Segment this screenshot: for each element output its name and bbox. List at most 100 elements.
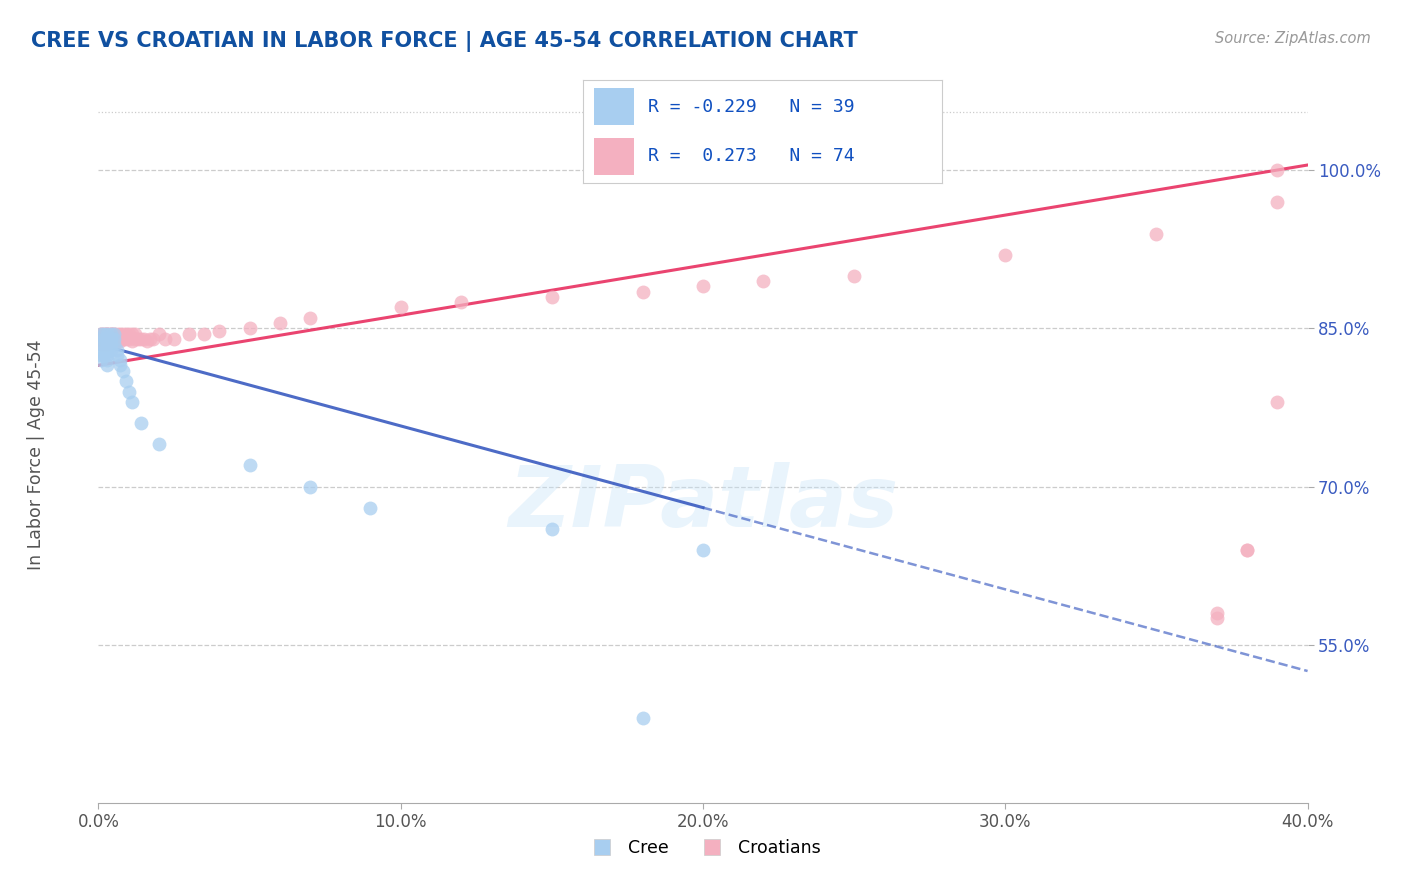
Point <box>90 348 112 362</box>
Point <box>96 337 118 351</box>
Point <box>127 332 149 346</box>
Point <box>239 458 262 473</box>
Point <box>90 326 112 341</box>
Point <box>1265 395 1288 409</box>
Point <box>103 326 125 341</box>
Point <box>93 332 115 346</box>
Point <box>631 285 654 299</box>
Point <box>148 326 170 341</box>
Point <box>450 295 472 310</box>
Point <box>135 334 157 348</box>
Point <box>118 326 141 341</box>
Legend: Cree, Croatians: Cree, Croatians <box>578 832 828 863</box>
Point <box>93 326 115 341</box>
Point <box>121 395 143 409</box>
Point <box>103 332 125 346</box>
Text: ZIPatlas: ZIPatlas <box>508 462 898 545</box>
Point <box>100 332 122 346</box>
Point <box>360 500 382 515</box>
Point <box>129 417 152 431</box>
Point <box>100 337 122 351</box>
Point <box>93 334 115 348</box>
Point <box>96 332 118 346</box>
Point <box>153 332 176 346</box>
Point <box>239 321 262 335</box>
Point <box>90 326 112 341</box>
Point <box>139 332 162 346</box>
Point <box>1236 542 1258 557</box>
Point <box>93 348 115 362</box>
Point <box>105 348 128 362</box>
Point <box>142 332 165 346</box>
Point <box>96 326 118 341</box>
Point <box>93 326 115 341</box>
Point <box>90 332 112 346</box>
Point <box>208 324 231 338</box>
Point <box>994 247 1017 261</box>
Point <box>1265 194 1288 209</box>
Point <box>752 274 775 288</box>
Point <box>108 353 131 368</box>
Point <box>114 332 136 346</box>
Point <box>96 326 118 341</box>
Point <box>93 337 115 351</box>
Point <box>100 326 122 341</box>
Point <box>96 332 118 346</box>
Point <box>121 326 143 341</box>
Point <box>100 326 122 341</box>
Point <box>108 326 131 341</box>
Point <box>96 326 118 341</box>
Point <box>105 334 128 348</box>
Point <box>540 290 562 304</box>
Point <box>100 332 122 346</box>
Point <box>193 326 215 341</box>
Point <box>96 332 118 346</box>
Point <box>100 343 122 357</box>
Point <box>114 326 136 341</box>
Point <box>148 437 170 451</box>
Point <box>93 343 115 357</box>
Point <box>108 332 131 346</box>
Y-axis label: In Labor Force | Age 45-54: In Labor Force | Age 45-54 <box>27 340 45 570</box>
Point <box>631 711 654 725</box>
Point <box>103 326 125 341</box>
Point <box>93 332 115 346</box>
Point <box>96 348 118 362</box>
Text: CREE VS CROATIAN IN LABOR FORCE | AGE 45-54 CORRELATION CHART: CREE VS CROATIAN IN LABOR FORCE | AGE 45… <box>31 31 858 53</box>
Point <box>111 363 134 377</box>
Point <box>96 326 118 341</box>
Point <box>93 337 115 351</box>
Point <box>105 343 128 357</box>
Text: R = -0.229   N = 39: R = -0.229 N = 39 <box>648 98 855 116</box>
Point <box>96 337 118 351</box>
Point <box>103 337 125 351</box>
Point <box>90 337 112 351</box>
Point <box>1206 606 1229 620</box>
Point <box>103 326 125 341</box>
Point <box>540 522 562 536</box>
Bar <box>595 88 634 126</box>
Point <box>90 337 112 351</box>
Bar <box>595 137 634 175</box>
Point <box>269 316 291 330</box>
Point <box>90 326 112 341</box>
Point <box>121 334 143 348</box>
Point <box>163 332 186 346</box>
Point <box>1144 227 1167 241</box>
Point <box>114 374 136 388</box>
Point <box>90 334 112 348</box>
Point <box>96 334 118 348</box>
Point <box>124 326 146 341</box>
Point <box>93 326 115 341</box>
Point <box>299 310 322 325</box>
Point <box>111 332 134 346</box>
Text: Source: ZipAtlas.com: Source: ZipAtlas.com <box>1215 31 1371 46</box>
Point <box>96 343 118 357</box>
Text: R =  0.273   N = 74: R = 0.273 N = 74 <box>648 147 855 165</box>
Point <box>96 353 118 368</box>
Point <box>692 279 714 293</box>
Point <box>93 332 115 346</box>
Point <box>100 332 122 346</box>
Point <box>100 326 122 341</box>
Point <box>108 359 131 373</box>
